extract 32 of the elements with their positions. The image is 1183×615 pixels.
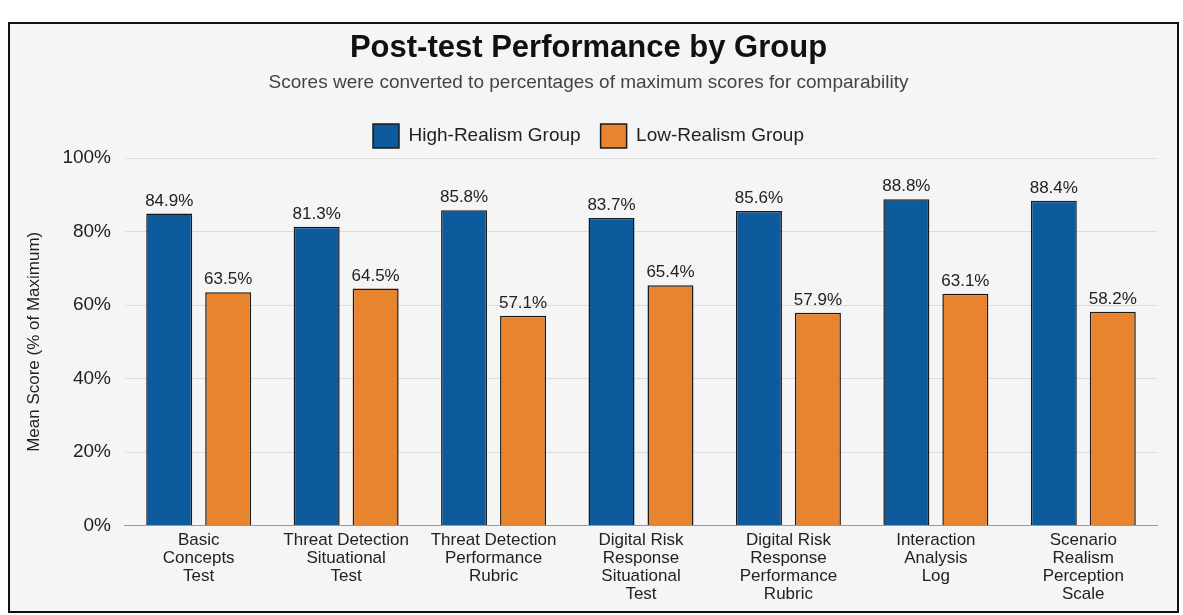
data-label: 63.5% — [204, 269, 253, 289]
data-label: 84.9% — [145, 190, 194, 210]
x-tick-label: Threat Detection Situational Test — [283, 530, 409, 585]
y-tick-label: 80% — [72, 219, 112, 241]
x-tick-label: Digital Risk Response Situational Test — [598, 530, 684, 603]
data-label: 83.7% — [587, 195, 636, 215]
x-tick-label: Threat Detection Performance Rubric — [430, 530, 557, 585]
y-tick-label: 20% — [72, 440, 112, 462]
data-label: 85.6% — [734, 188, 784, 208]
data-label: 85.8% — [439, 187, 489, 207]
y-tick-label: 60% — [72, 293, 112, 315]
data-label: 88.4% — [1029, 177, 1078, 197]
legend-label: Low-Realism Group — [636, 124, 805, 146]
data-label: 57.9% — [793, 289, 843, 309]
y-tick-label: 40% — [72, 366, 112, 388]
data-label: 65.4% — [646, 262, 695, 282]
data-label: 57.1% — [498, 292, 548, 312]
x-tick-label: Scenario Realism Perception Scale — [1042, 530, 1124, 603]
data-label: 81.3% — [292, 203, 341, 223]
data-label: 64.5% — [351, 265, 400, 285]
x-tick-label: Interaction Analysis Log — [896, 530, 976, 585]
y-tick-label: 0% — [83, 513, 112, 535]
y-tick-label: 100% — [62, 146, 112, 168]
chart-subtitle: Scores were converted to percentages of maximum scores for comparability — [268, 70, 909, 92]
chart-title: Post-test Performance by Group — [349, 29, 828, 65]
data-label: 58.2% — [1088, 288, 1137, 308]
data-label: 88.8% — [882, 176, 931, 196]
data-label: 63.1% — [941, 270, 990, 290]
x-tick-label: Digital Risk Response Performance Rubric — [739, 530, 838, 603]
x-tick-label: Basic Concepts Test — [162, 530, 235, 585]
legend-label: High-Realism Group — [408, 124, 581, 146]
y-axis-title: Mean Score (% of Maximum) — [23, 231, 43, 452]
